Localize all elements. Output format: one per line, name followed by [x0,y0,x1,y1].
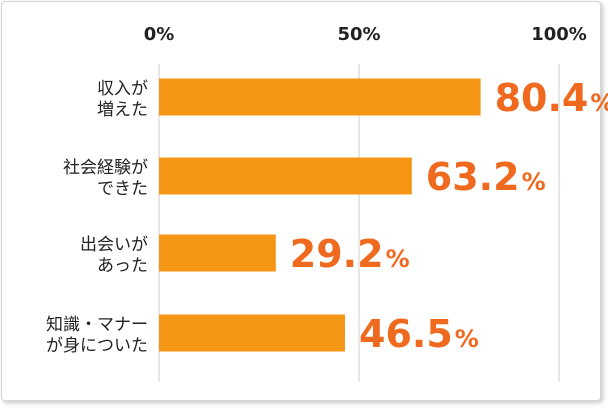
x-tick-label: 100% [531,24,587,45]
category-label: 出会いが [80,235,148,255]
bar-2 [159,234,276,272]
bar-1 [159,157,412,195]
bar-0 [159,78,481,116]
category-label: 増えた [97,100,148,120]
data-label-value: 63.2 [426,155,520,199]
bar-3 [159,314,345,352]
category-label: 収入が [97,79,148,99]
category-label: できた [97,179,148,199]
category-label: 知識・マナー [46,315,148,335]
data-label-value: 29.2 [290,232,384,276]
x-tick-label: 0% [144,24,175,45]
category-label: 社会経験が [63,158,148,178]
data-label-unit: % [455,325,479,353]
category-label: が身についた [46,336,148,356]
data-label-value: 46.5 [359,312,453,356]
data-label-value: 80.4 [495,76,589,120]
x-tick-label: 50% [337,24,380,45]
data-label-unit: % [386,245,410,273]
data-label-unit: % [522,168,546,196]
category-label: あった [97,256,148,276]
data-label-unit: % [590,89,608,117]
